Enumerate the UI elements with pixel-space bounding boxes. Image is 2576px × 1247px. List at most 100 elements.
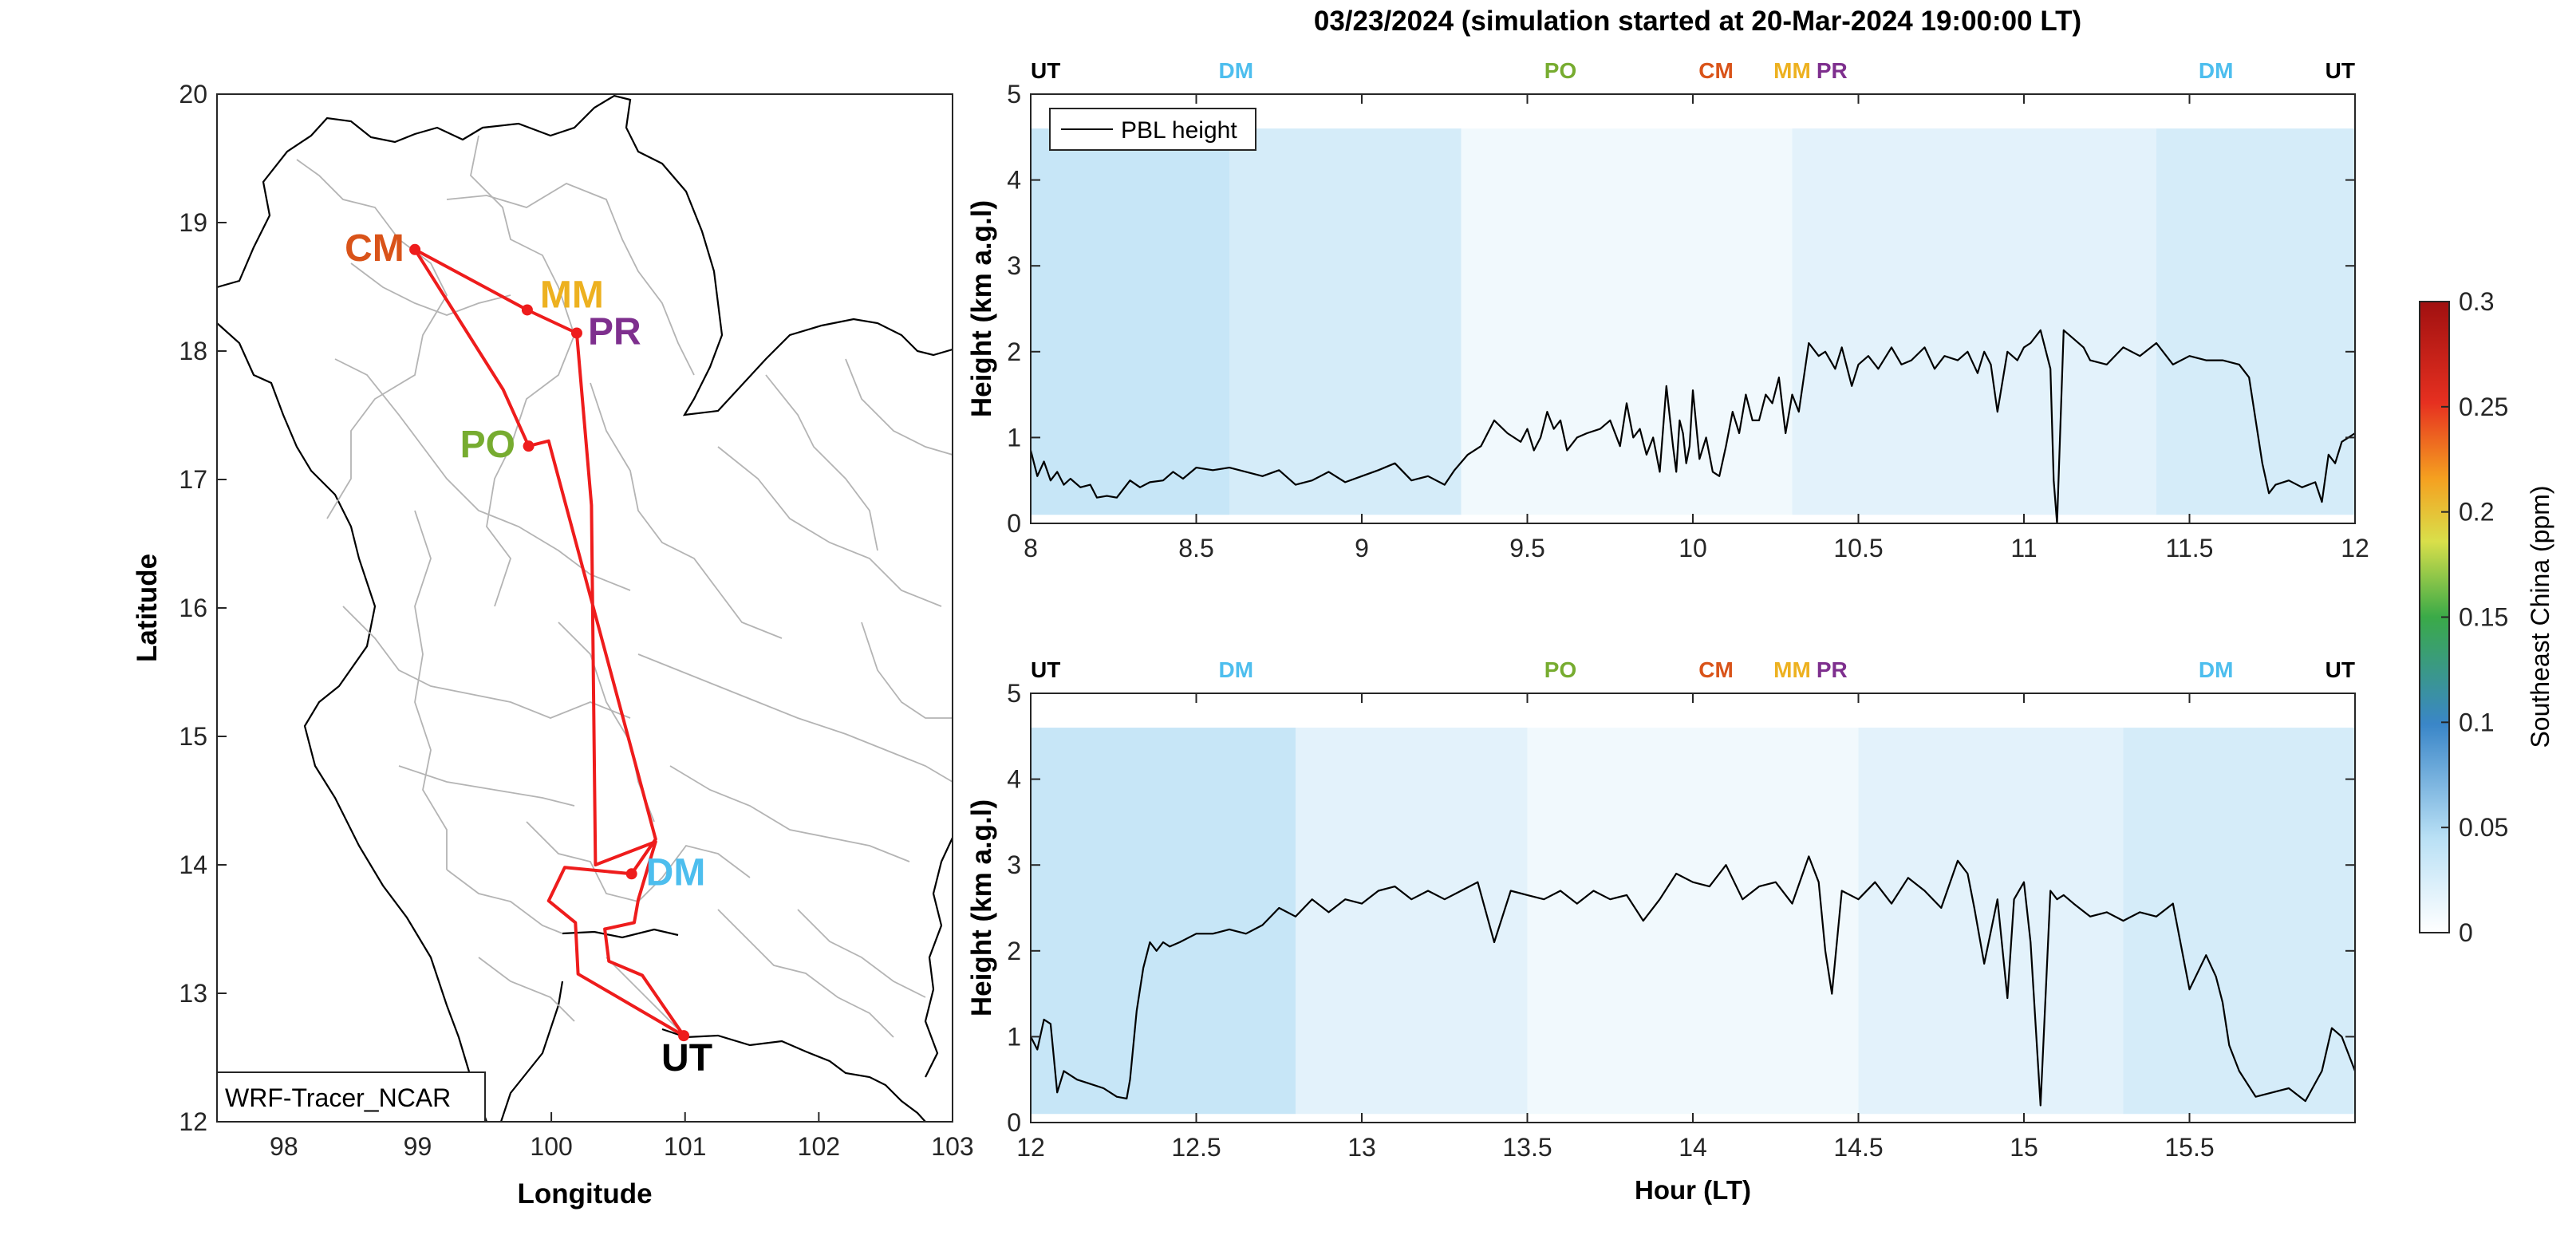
province-boundary xyxy=(606,957,679,1030)
station-dot-pr xyxy=(570,327,582,339)
station-dot-cm xyxy=(409,243,421,255)
map-ytick-label: 14 xyxy=(179,850,207,879)
station-dot-po xyxy=(523,440,535,452)
top-marker-po: PO xyxy=(1544,58,1576,83)
map-frame xyxy=(216,93,953,1123)
province-boundary xyxy=(861,622,953,719)
map-xtick-label: 101 xyxy=(664,1132,706,1161)
station-label-pr: PR xyxy=(588,310,641,353)
top-concentration-band xyxy=(1792,128,2156,515)
province-boundary xyxy=(669,765,910,862)
bot-marker-ut: UT xyxy=(2326,657,2355,682)
map-xtick-label: 98 xyxy=(270,1132,298,1161)
bot-concentration-band xyxy=(2123,728,2355,1115)
top-xtick-label: 11.5 xyxy=(2166,534,2214,562)
bot-ytick-label: 2 xyxy=(1007,937,1021,965)
map-ytick-label: 13 xyxy=(179,979,207,1008)
province-boundary xyxy=(334,358,631,591)
top-ytick-label: 2 xyxy=(1007,337,1021,366)
bot-marker-mm: MM xyxy=(1773,657,1811,682)
bot-concentration-band xyxy=(1858,728,2124,1115)
province-boundary xyxy=(342,606,631,719)
top-ytick-label: 5 xyxy=(1007,80,1021,109)
top-marker-dm: DM xyxy=(2199,58,2234,83)
province-boundary xyxy=(717,446,942,607)
top-xtick-label: 11 xyxy=(2010,534,2037,562)
bot-ytick-label: 1 xyxy=(1007,1022,1021,1051)
colorbar-tick-label: 0.15 xyxy=(2459,603,2508,632)
top-concentration-band xyxy=(1461,128,1793,515)
bot-ytick-label: 0 xyxy=(1007,1108,1021,1137)
bot-xtick-label: 13 xyxy=(1347,1133,1376,1162)
colorbar-tick-label: 0.1 xyxy=(2459,708,2494,736)
bot-concentration-band xyxy=(1296,728,1528,1115)
province-boundary xyxy=(414,510,448,870)
top-marker-ut: UT xyxy=(2326,58,2355,83)
colorbar-tick-label: 0.25 xyxy=(2459,393,2508,421)
bot-xtick-label: 13.5 xyxy=(1502,1133,1552,1162)
country-border xyxy=(562,928,679,939)
colorbar-tick-label: 0.2 xyxy=(2459,498,2494,527)
station-label-po: PO xyxy=(460,424,515,466)
province-boundary xyxy=(845,358,953,456)
bot-ytick-label: 3 xyxy=(1007,850,1021,879)
province-boundary xyxy=(470,135,575,607)
map-linework xyxy=(217,94,953,1122)
colorbar-tick-label: 0.3 xyxy=(2459,287,2494,316)
colorbar-tick-label: 0.05 xyxy=(2459,813,2508,842)
bot-concentration-band xyxy=(1527,728,1859,1115)
province-boundary xyxy=(797,909,926,998)
map-ytick-label: 18 xyxy=(179,337,207,365)
top-xtick-label: 10 xyxy=(1679,534,1707,562)
station-label-cm: CM xyxy=(345,227,404,270)
province-boundary xyxy=(446,182,695,376)
colorbar-label: Southeast China (ppm) xyxy=(2526,485,2554,748)
bottom-pbl-line-layer xyxy=(1031,855,2355,1107)
map-xtick-label: 100 xyxy=(530,1132,572,1161)
map-ytick-label: 19 xyxy=(179,208,207,237)
top-xtick-label: 9 xyxy=(1355,534,1369,562)
top-xtick-label: 12 xyxy=(2341,534,2369,562)
top-ytick-label: 0 xyxy=(1007,509,1021,538)
top-xtick-label: 8.5 xyxy=(1178,534,1213,562)
colorbar: 0 0.05 0.1 0.15 0.2 0.25 0.3 Southeast China (… xyxy=(2419,287,2554,947)
station-label-dm: DM xyxy=(646,851,706,894)
top-concentration-band xyxy=(2156,128,2355,515)
bot-xtick-label: 14 xyxy=(1679,1133,1707,1162)
top-marker-ut: UT xyxy=(1031,58,1060,83)
top-pbl-height-line xyxy=(1031,329,2355,523)
province-boundary xyxy=(478,957,575,1022)
colorbar-tick-label: 0 xyxy=(2459,918,2473,947)
province-boundary xyxy=(296,159,448,519)
bot-marker-ut: UT xyxy=(1031,657,1060,682)
bot-xtick-label: 15 xyxy=(2010,1133,2038,1162)
province-boundary xyxy=(765,374,878,551)
top-ytick-label: 3 xyxy=(1007,251,1021,280)
route-layer xyxy=(409,243,690,1042)
map-xlabel: Longitude xyxy=(517,1178,652,1210)
map-ytick-label: 16 xyxy=(179,594,207,622)
station-dot-ut xyxy=(678,1030,690,1042)
province-boundary xyxy=(446,869,563,934)
top-marker-dm: DM xyxy=(1219,58,1254,83)
bot-concentration-band xyxy=(1031,728,1296,1115)
bottom-station-markers: UT DM PO CM MM PR DM UT xyxy=(1031,657,2355,682)
top-station-markers: UT DM PO CM MM PR DM UT xyxy=(1031,58,2355,83)
map-panel: 98 99 100 101 102 103 12 13 14 15 16 17 18 19 20 Longi… xyxy=(132,80,974,1210)
bot-xtick-label: 12 xyxy=(1016,1133,1045,1162)
province-boundary xyxy=(398,765,575,807)
country-border xyxy=(924,837,953,1078)
bot-pbl-height-line xyxy=(1031,855,2355,1107)
map-axis-ticks: 98 99 100 101 102 103 12 13 14 15 16 17 18 19 20 xyxy=(179,80,973,1161)
bot-ytick-label: 5 xyxy=(1007,679,1021,708)
colorbar-ticks: 0 0.05 0.1 0.15 0.2 0.25 0.3 xyxy=(2441,287,2508,947)
province-boundary xyxy=(350,262,511,316)
bot-ytick-label: 4 xyxy=(1007,765,1021,794)
bottom-concentration-background xyxy=(1031,728,2355,1115)
map-ytick-label: 20 xyxy=(179,80,207,109)
top-ytick-label: 1 xyxy=(1007,423,1021,452)
